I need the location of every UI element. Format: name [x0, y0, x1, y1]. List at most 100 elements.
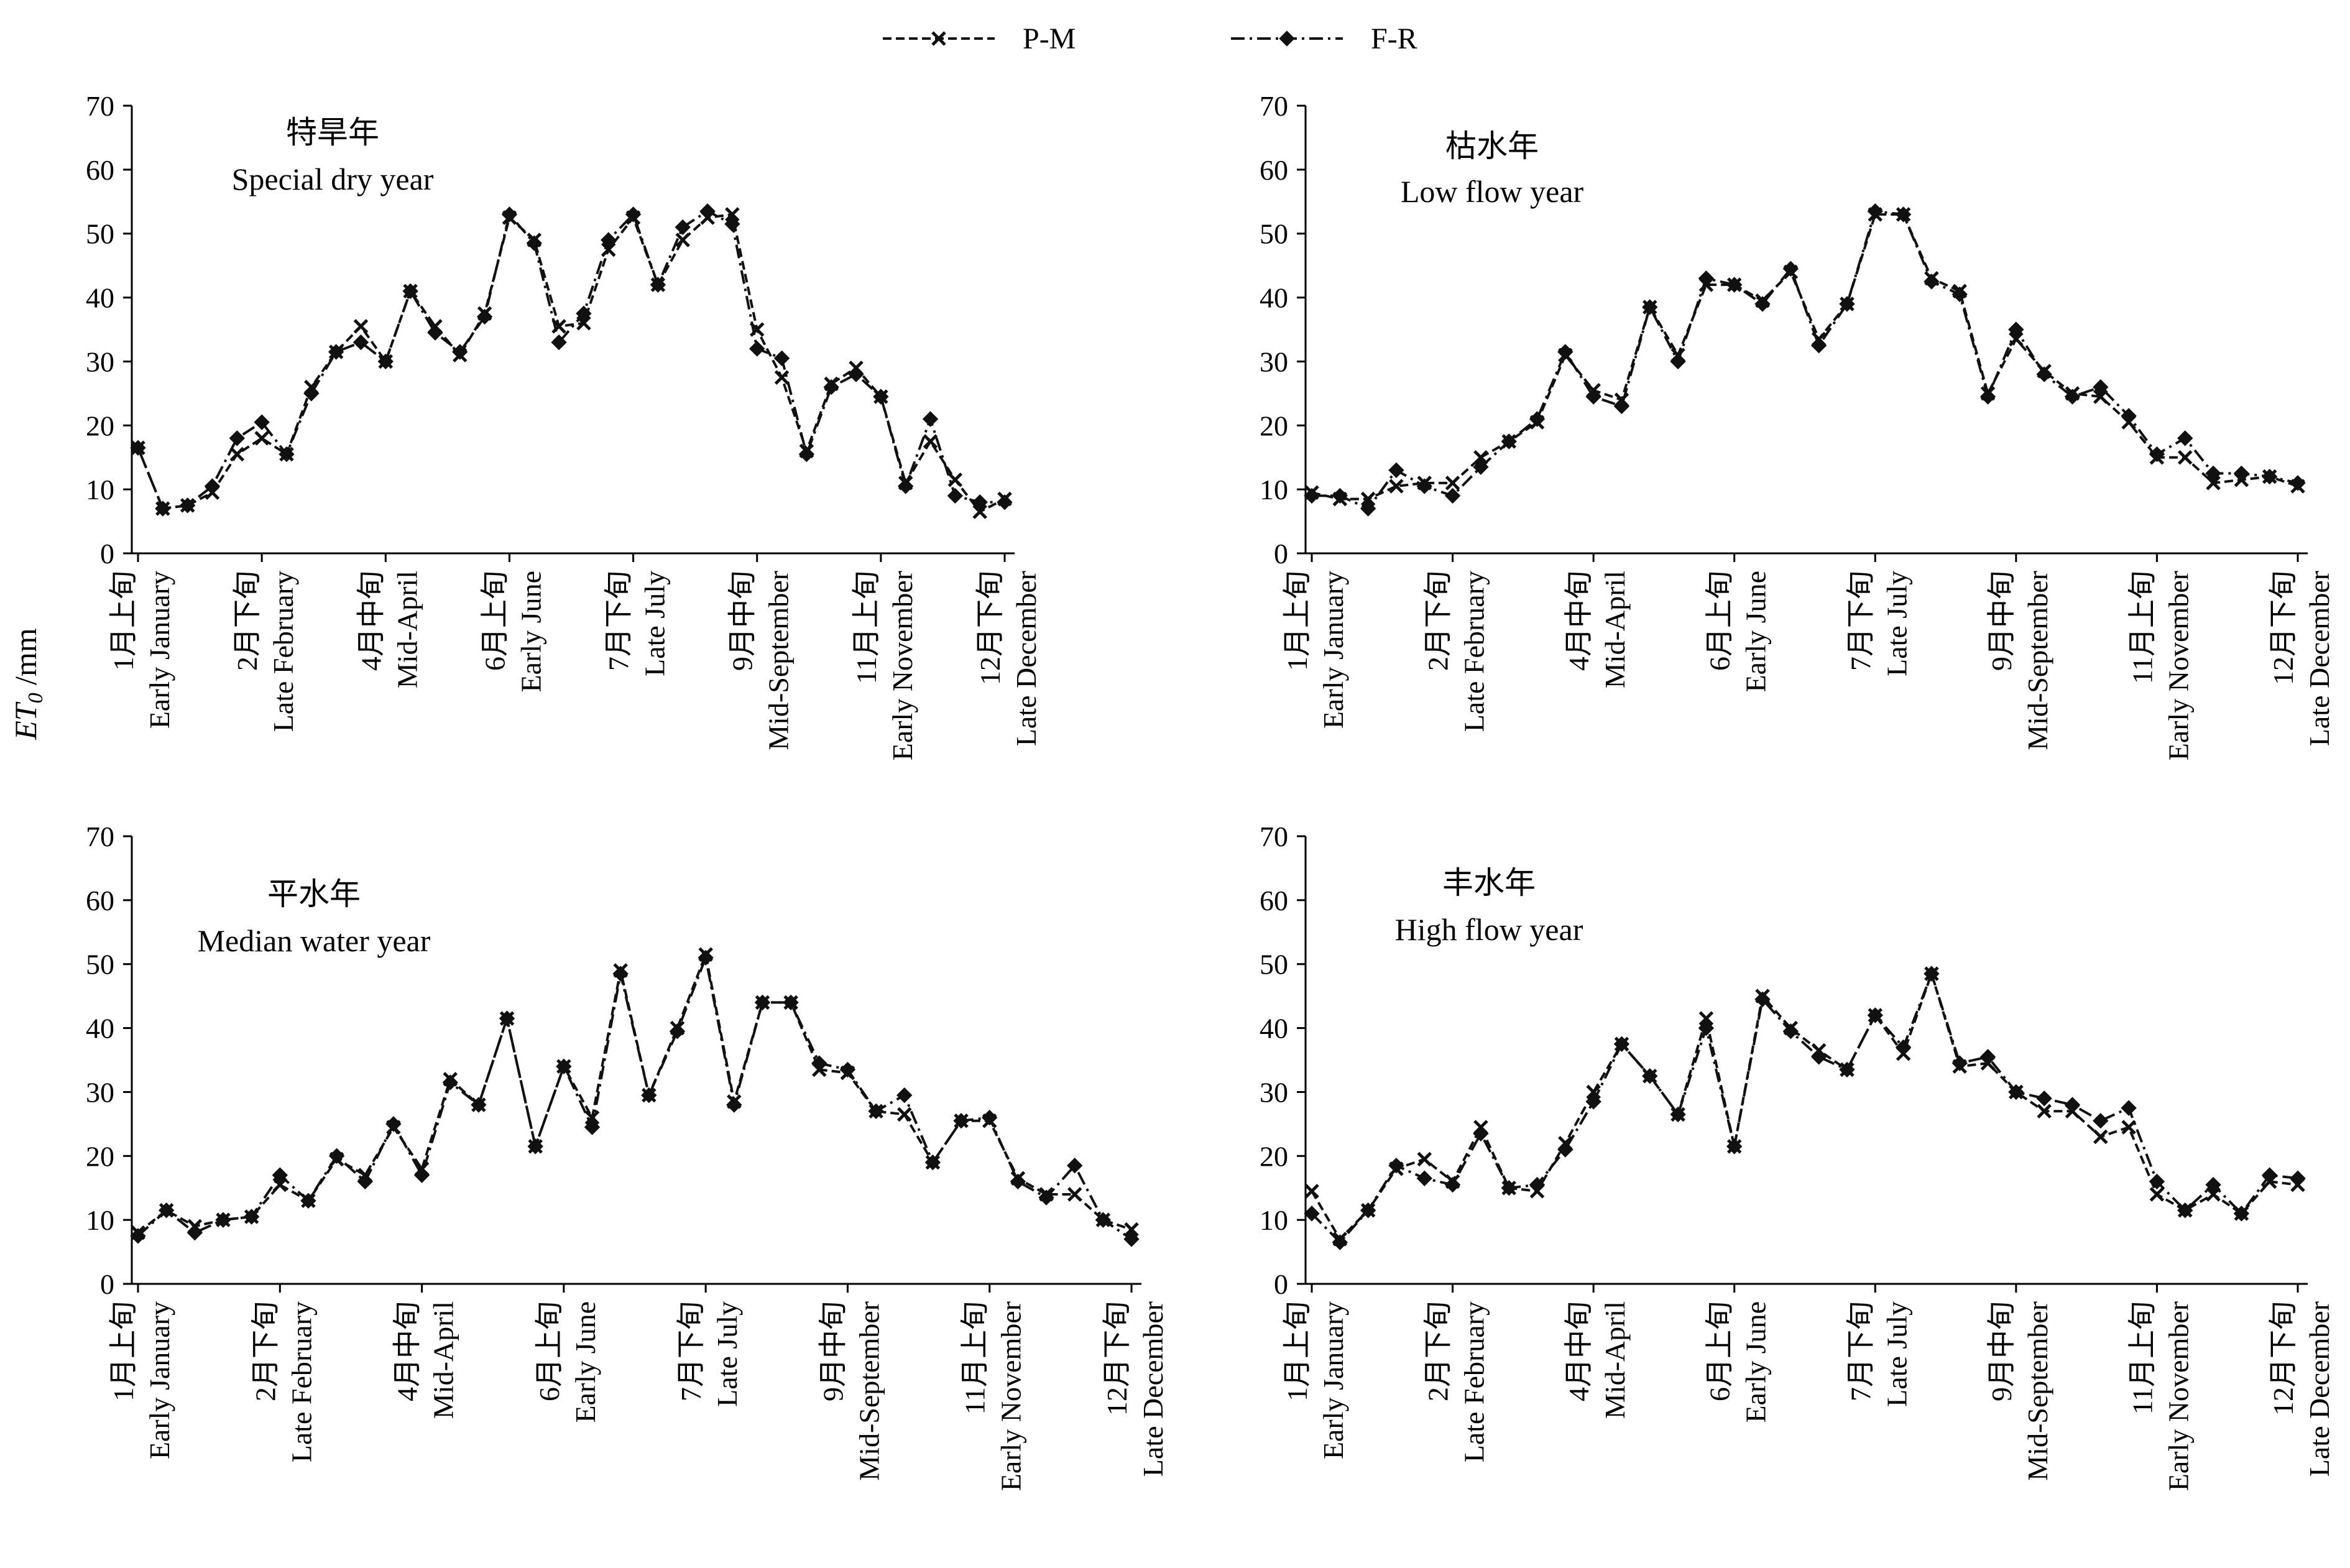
- x-tick-label-cn: 1月上旬: [108, 1301, 139, 1401]
- y-tick-label: 60: [1260, 885, 1288, 916]
- data-point: [1810, 1049, 1827, 1065]
- data-point: [2121, 1100, 2137, 1116]
- data-point: [2008, 1084, 2024, 1100]
- x-tick-label-cn: 2月下旬: [1422, 571, 1454, 671]
- data-point: [1586, 1084, 1601, 1100]
- x-tick-label-cn: 6月上旬: [479, 571, 510, 671]
- y-tick-label: 10: [1260, 1204, 1288, 1236]
- data-point: [1332, 1234, 1348, 1250]
- y-tick-label: 70: [86, 90, 114, 122]
- data-point: [669, 1023, 686, 1040]
- x-tick-label-en: Early January: [144, 571, 175, 729]
- data-point: [584, 1110, 600, 1125]
- data-point: [2290, 1170, 2306, 1186]
- data-point: [982, 1109, 998, 1126]
- panel-title-cn: 枯水年: [1445, 129, 1539, 164]
- data-point: [1501, 1180, 1517, 1196]
- data-point: [1924, 966, 1940, 982]
- x-tick-label-cn: 1月上旬: [108, 571, 139, 671]
- y-tick-label: 10: [86, 474, 114, 505]
- x-tick-label-en: Early January: [1317, 1301, 1349, 1459]
- data-point: [1895, 1039, 1912, 1056]
- data-point: [2233, 1206, 2250, 1222]
- data-point: [2177, 1202, 2193, 1219]
- x-tick-label-cn: 7月下旬: [675, 1301, 707, 1401]
- data-point: [783, 994, 799, 1011]
- data-point: [584, 1119, 601, 1135]
- data-point: [300, 1192, 316, 1209]
- data-point: [556, 1058, 572, 1074]
- data-point: [1979, 389, 1996, 405]
- panel-title-cn: 丰水年: [1442, 865, 1536, 900]
- x-tick-label-en: Late December: [2303, 571, 2335, 746]
- data-point: [471, 1097, 487, 1113]
- data-point: [724, 216, 740, 232]
- x-tick-label-cn: 2月下旬: [249, 1301, 281, 1401]
- data-point: [1670, 353, 1686, 370]
- x-tick-label-cn: 9月中旬: [727, 571, 758, 671]
- x-tick-label-cn: 4月中旬: [392, 1301, 423, 1401]
- data-point: [1698, 270, 1715, 287]
- x-tick-label-en: Early June: [515, 571, 546, 692]
- data-point: [953, 1113, 969, 1129]
- data-point: [754, 994, 771, 1011]
- data-point: [1445, 476, 1460, 491]
- x-tick-label-en: Early November: [887, 571, 918, 760]
- x-tick-label-en: Early November: [2162, 1301, 2194, 1491]
- x-tick-label-en: Mid-September: [2022, 1301, 2053, 1481]
- data-point: [1924, 274, 1940, 290]
- x-tick-label-cn: 12月下旬: [2267, 1301, 2299, 1416]
- data-point: [823, 379, 839, 395]
- data-point: [1529, 411, 1546, 427]
- legend-label: P-M: [1023, 22, 1076, 55]
- data-point: [1754, 296, 1771, 312]
- y-tick-label: 30: [86, 346, 114, 377]
- data-point: [272, 1167, 288, 1183]
- data-point: [947, 472, 963, 487]
- y-tick-label: 40: [86, 1013, 114, 1045]
- data-point: [1698, 1020, 1715, 1036]
- data-point: [873, 389, 889, 405]
- x-tick-label-en: Late December: [1010, 571, 1042, 746]
- data-point: [2177, 450, 2193, 465]
- x-tick-label-cn: 7月下旬: [1845, 571, 1876, 671]
- data-point: [2064, 1097, 2081, 1113]
- data-point: [1304, 1206, 1320, 1222]
- y-tick-label: 60: [1260, 154, 1288, 186]
- data-point: [402, 283, 418, 299]
- data-point: [452, 344, 468, 360]
- x-tick-label-cn: 9月中旬: [817, 1301, 849, 1401]
- x-icon: [931, 31, 946, 46]
- data-point: [897, 478, 914, 494]
- x-tick-label-en: Late February: [267, 571, 299, 732]
- data-point: [1501, 433, 1517, 450]
- data-point: [698, 949, 714, 966]
- data-point: [1670, 1106, 1686, 1123]
- x-tick-label-cn: 6月上旬: [1704, 1301, 1736, 1401]
- x-tick-label-cn: 12月下旬: [974, 571, 1006, 685]
- x-tick-label-en: Early June: [1740, 571, 1772, 692]
- x-tick-label-cn: 4月中旬: [1563, 1301, 1595, 1401]
- data-point: [1951, 1055, 1968, 1071]
- series-p-m: [131, 947, 1139, 1240]
- data-point: [179, 497, 196, 514]
- data-point: [130, 440, 146, 456]
- data-point: [1416, 1170, 1432, 1186]
- legend: P-M F-R: [883, 22, 1417, 55]
- data-point: [868, 1103, 884, 1119]
- data-point: [972, 494, 988, 510]
- legend-item-p-m: P-M: [883, 22, 1076, 55]
- legend-item-f-r: F-R: [1231, 22, 1417, 55]
- x-tick-label-cn: 6月上旬: [1704, 571, 1736, 671]
- y-tick-label: 10: [86, 1204, 114, 1236]
- data-point: [187, 1225, 203, 1241]
- data-point: [1613, 1036, 1630, 1052]
- data-point: [1698, 1011, 1714, 1026]
- data-point: [1726, 277, 1743, 293]
- x-tick-label-cn: 1月上旬: [1281, 571, 1313, 671]
- x-tick-label-en: Early November: [2162, 571, 2194, 760]
- data-point: [158, 1202, 175, 1219]
- data-point: [385, 1116, 402, 1132]
- data-point: [798, 446, 815, 463]
